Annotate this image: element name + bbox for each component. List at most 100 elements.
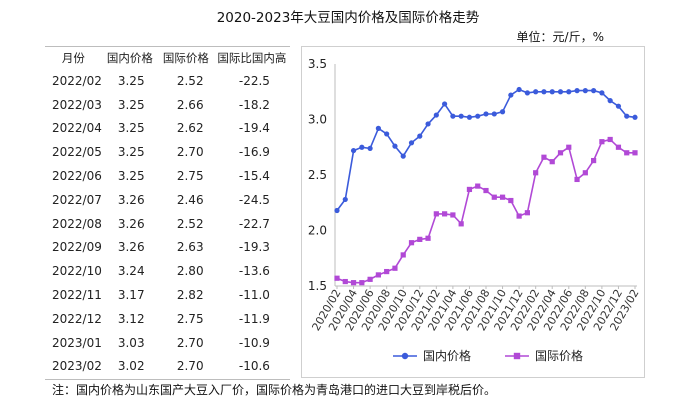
page-title: 2020-2023年大豆国内价格及国际价格走势 bbox=[216, 10, 480, 26]
data-point bbox=[450, 212, 456, 218]
legend-marker bbox=[401, 352, 409, 360]
data-point bbox=[425, 235, 431, 241]
data-point bbox=[615, 103, 622, 109]
data-point bbox=[599, 90, 605, 96]
cell-domestic: 3.26 bbox=[117, 216, 145, 231]
cell-domestic: 3.25 bbox=[117, 145, 145, 160]
cell-domestic: 3.17 bbox=[117, 288, 145, 303]
data-point bbox=[350, 280, 357, 286]
data-point bbox=[574, 88, 580, 94]
data-point bbox=[350, 147, 357, 154]
data-point bbox=[375, 125, 381, 131]
data-point bbox=[400, 153, 406, 159]
data-point bbox=[549, 89, 555, 95]
data-point bbox=[392, 265, 398, 271]
cell-international: 2.70 bbox=[176, 335, 204, 350]
cell-domestic: 3.25 bbox=[117, 73, 145, 88]
data-point bbox=[591, 88, 597, 94]
cell-month: 2022/04 bbox=[52, 121, 102, 136]
data-point bbox=[367, 276, 373, 282]
data-point bbox=[466, 114, 473, 120]
cell-international: 2.52 bbox=[176, 216, 204, 231]
data-point bbox=[359, 280, 365, 286]
cell-diff: -11.0 bbox=[238, 288, 270, 303]
data-point bbox=[632, 114, 638, 120]
data-point bbox=[342, 196, 348, 203]
table-body: 2022/02 3.25 2.52 -22.5 2022/03 3.25 2.66 -18.2… bbox=[45, 69, 290, 378]
data-point bbox=[442, 211, 448, 217]
cell-month: 2023/01 bbox=[52, 335, 102, 350]
cell-international: 2.70 bbox=[176, 145, 204, 160]
data-point bbox=[442, 101, 448, 107]
data-point bbox=[433, 211, 439, 217]
cell-month: 2022/02 bbox=[52, 73, 102, 88]
table-row: 2022/09 3.26 2.63 -19.3 bbox=[45, 236, 290, 260]
unit-label: 单位：元/斤，% bbox=[516, 30, 604, 44]
legend-label: 国内价格 bbox=[423, 348, 471, 363]
data-point bbox=[375, 272, 381, 278]
cell-month: 2022/11 bbox=[52, 288, 102, 303]
line-chart: 1.52.02.53.03.52020/022020/042020/062020… bbox=[308, 57, 642, 363]
data-point bbox=[557, 150, 564, 156]
price-table: 月份 国内价格 国际价格 国际比国内高 2022/02 3.25 2.52 -22.5… bbox=[45, 46, 290, 380]
data-point bbox=[566, 89, 572, 95]
table-row: 2022/06 3.25 2.75 -15.4 bbox=[45, 164, 290, 188]
data-point bbox=[499, 194, 506, 200]
cell-month: 2022/05 bbox=[52, 145, 102, 160]
table-row: 2022/02 3.25 2.52 -22.5 bbox=[45, 69, 290, 93]
data-point bbox=[582, 88, 588, 94]
header-month: 月份 bbox=[61, 51, 85, 65]
data-point bbox=[458, 221, 464, 227]
data-point bbox=[392, 143, 398, 149]
data-point bbox=[541, 154, 547, 160]
chart-frame bbox=[301, 46, 645, 378]
cell-domestic: 3.26 bbox=[117, 192, 145, 207]
cell-international: 2.52 bbox=[176, 73, 204, 88]
data-point bbox=[516, 86, 522, 93]
table-row: 2023/02 3.02 2.70 -10.6 bbox=[45, 355, 290, 379]
data-point bbox=[516, 213, 522, 219]
data-point bbox=[549, 159, 555, 165]
cell-international: 2.75 bbox=[176, 169, 204, 184]
data-point bbox=[524, 90, 530, 96]
cell-diff: -10.6 bbox=[238, 359, 270, 374]
cell-international: 2.70 bbox=[176, 359, 204, 374]
cell-international: 2.63 bbox=[176, 240, 204, 255]
table-row: 2022/03 3.25 2.66 -18.2 bbox=[45, 93, 290, 117]
data-point bbox=[342, 278, 348, 285]
data-point bbox=[557, 89, 564, 95]
data-point bbox=[499, 109, 506, 115]
cell-domestic: 3.03 bbox=[117, 335, 145, 350]
cell-diff: -11.9 bbox=[238, 311, 270, 326]
cell-diff: -16.9 bbox=[238, 145, 270, 160]
data-point bbox=[607, 136, 613, 143]
cell-diff: -19.4 bbox=[238, 121, 270, 136]
legend-marker bbox=[513, 352, 521, 360]
data-point bbox=[433, 112, 439, 118]
cell-diff: -22.7 bbox=[238, 216, 270, 231]
cell-month: 2022/06 bbox=[52, 169, 102, 184]
data-point bbox=[408, 140, 415, 146]
cell-international: 2.46 bbox=[176, 192, 204, 207]
data-point bbox=[607, 98, 613, 104]
cell-diff: -13.6 bbox=[238, 264, 270, 279]
cell-diff: -19.3 bbox=[238, 240, 270, 255]
cell-diff: -22.5 bbox=[238, 73, 270, 88]
data-point bbox=[624, 150, 630, 156]
data-point bbox=[615, 144, 622, 150]
data-point bbox=[334, 275, 340, 281]
header-diff: 国际比国内高 bbox=[217, 51, 287, 65]
data-point bbox=[483, 187, 489, 194]
series-line-international bbox=[336, 138, 635, 284]
data-point bbox=[624, 113, 630, 119]
table-row: 2022/07 3.26 2.46 -24.5 bbox=[45, 188, 290, 212]
data-point bbox=[533, 170, 539, 176]
cell-domestic: 3.25 bbox=[117, 169, 145, 184]
data-point bbox=[408, 240, 415, 246]
data-point bbox=[524, 210, 530, 216]
y-tick-label: 2.5 bbox=[308, 168, 327, 182]
data-point bbox=[574, 176, 580, 183]
legend-label: 国际价格 bbox=[535, 348, 583, 363]
cell-month: 2022/10 bbox=[52, 264, 102, 279]
data-point bbox=[475, 113, 481, 119]
